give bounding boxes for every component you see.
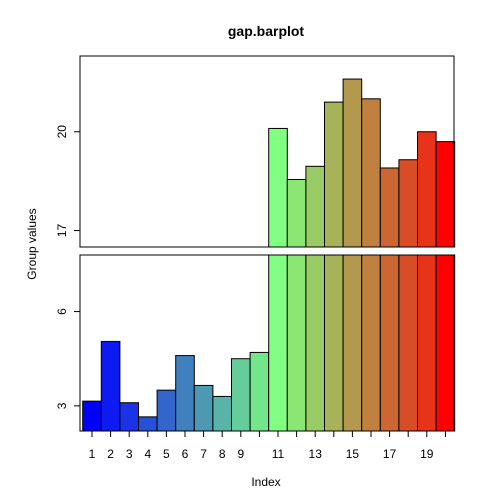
x-tick-label-1: 1 [89,447,96,461]
bar-upper-20 [435,141,456,248]
bar-lower-16 [361,254,381,432]
upper-panel-bars [268,78,456,248]
x-tick-label-19: 19 [420,447,434,461]
bar-lower-3 [119,402,140,432]
x-tick-label-2: 2 [107,447,114,461]
x-tick-label-13: 13 [309,447,323,461]
lower-panel-frame [79,254,455,432]
x-tick-label-17: 17 [383,447,397,461]
bar-upper-13 [305,165,325,248]
bar-upper-14 [324,101,344,248]
bar-lower-15 [342,254,363,432]
bar-lower-19 [417,254,437,432]
y-axis-ticks: 17 20 3 6 [55,125,80,409]
x-tick-label-11: 11 [272,447,285,461]
bar-upper-12 [286,178,307,248]
bar-upper-19 [417,131,437,248]
upper-panel-frame [79,55,455,248]
bar-lower-20 [435,254,456,432]
bar-lower-6 [175,355,195,432]
bar-lower-11 [268,254,288,432]
y-axis-label: Group values [25,208,39,279]
y-tick-label-upper-1: 20 [55,125,69,139]
bar-lower-13 [305,254,325,432]
bar-lower-8 [212,395,232,432]
lower-panel-bars [82,254,456,432]
y-tick-label-upper-0: 17 [55,224,69,238]
bar-upper-11 [268,127,288,248]
x-tick-label-4: 4 [144,447,151,461]
x-tick-label-3: 3 [126,447,133,461]
x-tick-label-6: 6 [182,447,189,461]
x-axis-label: Index [251,475,280,489]
bar-upper-16 [361,98,381,248]
bar-lower-2 [100,340,121,432]
chart-title: gap.barplot [228,23,305,39]
bar-upper-15 [342,78,363,248]
bar-lower-1 [82,400,102,432]
bar-lower-5 [156,389,177,432]
x-axis-ticks: 1 2 3 4 5 6 7 8 9 11 13 15 17 19 [89,431,446,461]
x-tick-label-7: 7 [200,447,207,461]
bar-lower-9 [231,358,251,432]
x-tick-label-8: 8 [219,447,226,461]
x-tick-label-9: 9 [237,447,244,461]
y-tick-label-lower-1: 6 [55,308,69,315]
bar-upper-18 [398,159,418,248]
bar-upper-17 [379,167,400,248]
bar-lower-10 [249,351,270,432]
bar-lower-7 [193,384,214,432]
x-tick-label-5: 5 [163,447,170,461]
bar-lower-12 [286,254,307,432]
bar-lower-14 [324,254,344,432]
bar-lower-18 [398,254,418,432]
bar-lower-4 [138,416,158,432]
y-tick-label-lower-0: 3 [55,402,69,409]
bar-lower-17 [379,254,400,432]
x-tick-label-15: 15 [346,447,360,461]
